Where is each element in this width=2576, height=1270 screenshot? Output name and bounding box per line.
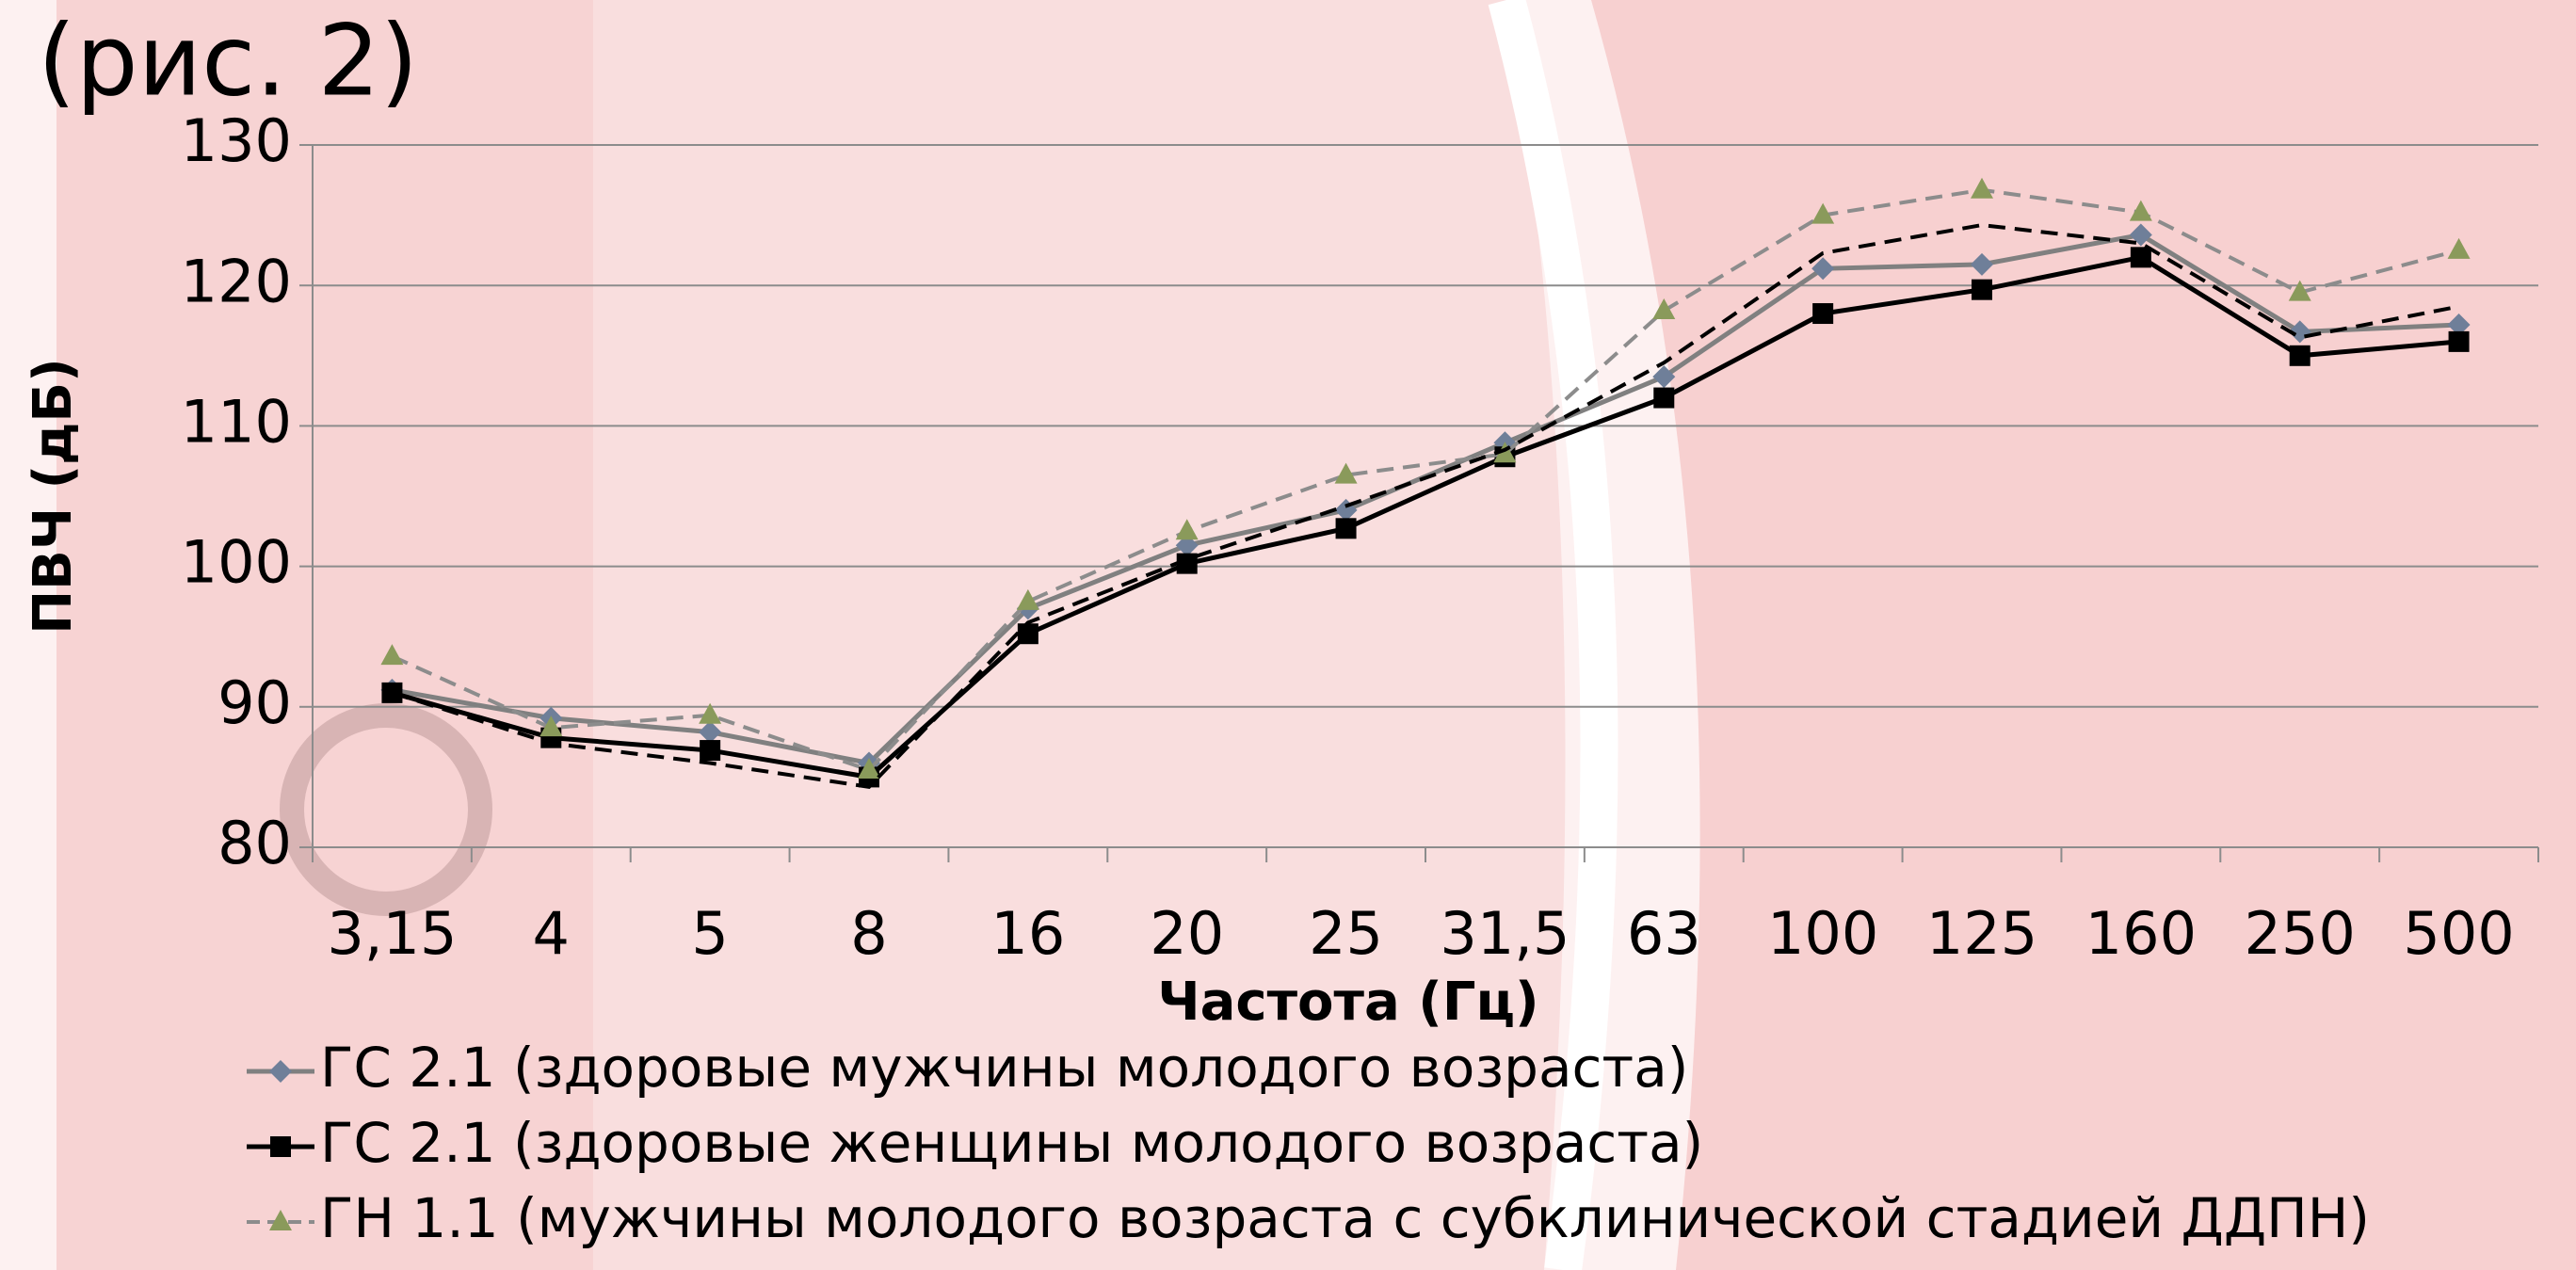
x-tick-label: 25: [1309, 899, 1383, 968]
data-point: [2449, 331, 2470, 352]
x-tick-label: 20: [1150, 899, 1224, 968]
x-tick-label: 250: [2245, 899, 2356, 968]
data-point: [2131, 247, 2151, 267]
y-tick-label: 130: [181, 106, 292, 175]
x-tick-label: 4: [533, 899, 570, 968]
y-tick-label: 80: [217, 809, 292, 877]
x-tick-label: 5: [691, 899, 728, 968]
y-axis-title: ПВЧ (дБ): [23, 358, 84, 634]
data-point: [1336, 518, 1357, 539]
y-tick-label: 90: [217, 668, 292, 737]
x-tick-label: 8: [850, 899, 887, 968]
legend-marker: [270, 1136, 291, 1157]
page-title: (рис. 2): [38, 3, 418, 118]
data-point: [2290, 346, 2310, 366]
x-tick-label: 100: [1767, 899, 1878, 968]
data-point: [1018, 623, 1038, 644]
y-tick-label: 100: [181, 528, 292, 597]
legend-label: ГС 2.1 (здоровые мужчины молодого возрас…: [320, 1036, 1688, 1100]
data-point: [700, 740, 720, 761]
x-tick-label: 63: [1627, 899, 1701, 968]
legend-label: ГН 1.1 (мужчины молодого возраста с субк…: [320, 1186, 2370, 1250]
x-tick-label: 16: [990, 899, 1065, 968]
chart: (рис. 2) ПВЧ (дБ) Частота (Гц) 80 90 100 11…: [0, 0, 2576, 1270]
x-tick-label: 500: [2403, 899, 2514, 968]
data-point: [1972, 280, 1992, 300]
data-point: [1653, 388, 1674, 409]
x-tick-label: 125: [1926, 899, 2037, 968]
x-axis-title: Частота (Гц): [1157, 972, 1538, 1033]
x-tick-label: 160: [2085, 899, 2197, 968]
legend-label: ГС 2.1 (здоровые женщины молодого возрас…: [320, 1111, 1703, 1175]
x-tick-label: 3,15: [327, 899, 457, 968]
y-tick-label: 110: [181, 387, 292, 456]
page: {"title": "(рис. 2)", "chart_data": {"ty…: [0, 0, 2576, 1270]
x-tick-label: 31,5: [1440, 899, 1570, 968]
data-point: [1812, 303, 1833, 324]
y-tick-label: 120: [181, 247, 292, 315]
